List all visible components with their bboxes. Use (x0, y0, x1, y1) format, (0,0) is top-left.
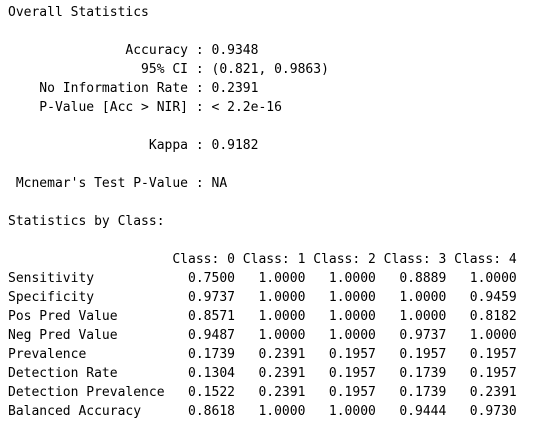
accuracy-line: Accuracy : 0.9348 (8, 43, 259, 58)
confidence-interval-line: 95% CI : (0.821, 0.9863) (8, 62, 329, 77)
table-row-detection-rate: Detection Rate 0.1304 0.2391 0.1957 0.17… (8, 366, 517, 381)
kappa-line: Kappa : 0.9182 (8, 138, 259, 153)
table-row-specificity: Specificity 0.9737 1.0000 1.0000 1.0000 … (8, 290, 517, 305)
statistics-by-class-heading: Statistics by Class: (8, 214, 165, 229)
overall-statistics-heading: Overall Statistics (8, 5, 149, 20)
mcnemar-test-line: Mcnemar's Test P-Value : NA (8, 176, 228, 191)
class-table-header: Class: 0 Class: 1 Class: 2 Class: 3 Clas… (8, 252, 517, 267)
table-row-neg-pred-value: Neg Pred Value 0.9487 1.0000 1.0000 0.97… (8, 328, 517, 343)
table-row-balanced-accuracy: Balanced Accuracy 0.8618 1.0000 1.0000 0… (8, 404, 517, 419)
table-row-pos-pred-value: Pos Pred Value 0.8571 1.0000 1.0000 1.00… (8, 309, 517, 324)
table-row-prevalence: Prevalence 0.1739 0.2391 0.1957 0.1957 0… (8, 347, 517, 362)
p-value-line: P-Value [Acc > NIR] : < 2.2e-16 (8, 100, 282, 115)
table-row-sensitivity: Sensitivity 0.7500 1.0000 1.0000 0.8889 … (8, 271, 517, 286)
console-output: Overall Statistics Accuracy : 0.9348 95%… (8, 3, 538, 423)
no-information-rate-line: No Information Rate : 0.2391 (8, 81, 259, 96)
table-row-detection-prevalence: Detection Prevalence 0.1522 0.2391 0.195… (8, 385, 517, 400)
